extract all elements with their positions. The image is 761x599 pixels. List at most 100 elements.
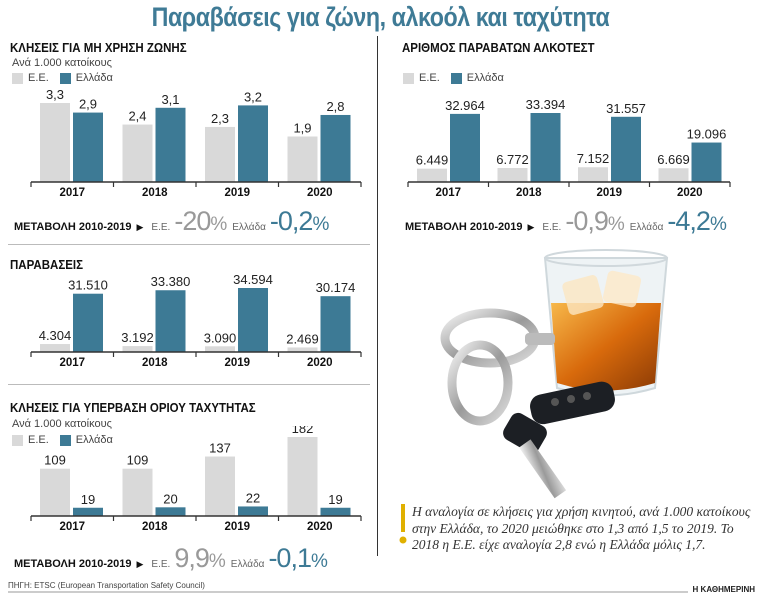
data-label: 2,8 <box>326 99 344 114</box>
chart-speeding: 109 19 2017 109 20 2018 137 22 2019 182 19 2020 <box>30 426 362 533</box>
x-tick-label: 2017 <box>435 187 461 199</box>
data-label: 3.192 <box>121 330 154 345</box>
section-divider <box>8 244 370 245</box>
bar-ee-2020 <box>287 437 318 516</box>
change-ee-label: Ε.Ε. <box>151 222 171 233</box>
bar-ee-2017 <box>40 344 70 352</box>
change-ee-value: 9,9% <box>174 543 225 573</box>
x-tick-label: 2017 <box>59 521 85 533</box>
change-greece-value: -0,1% <box>268 543 327 573</box>
bar-greece-2019 <box>611 116 641 182</box>
change-row: ΜΕΤΑΒΟΛΗ 2010-2019 ▶ Ε.Ε. 9,9% Ελλάδα -0,1% <box>14 543 333 574</box>
data-label: 2.469 <box>286 331 319 346</box>
change-ee-label: Ε.Ε. <box>542 222 562 233</box>
chart-title: ΚΛΗΣΕΙΣ ΓΙΑ ΥΠΕΡΒΑΣΗ ΟΡΙΟΥ ΤΑΧΥΤΗΤΑΣ <box>10 401 256 415</box>
bar-ee-2019 <box>578 167 608 182</box>
change-ee-label: Ε.Ε. <box>151 559 171 570</box>
x-tick-label: 2017 <box>59 187 85 199</box>
data-label: 6.669 <box>657 152 690 167</box>
x-tick-label: 2020 <box>307 187 333 199</box>
bar-ee-2017 <box>40 103 70 182</box>
bar-ee-2020 <box>287 136 318 182</box>
data-label: 109 <box>44 453 66 468</box>
legend-swatch-ee <box>12 434 23 446</box>
data-label: 6.772 <box>496 152 529 167</box>
legend-label-greece: Ελλάδα <box>75 434 113 446</box>
x-tick-label: 2018 <box>142 187 168 199</box>
triangle-right-icon: ▶ <box>136 222 144 232</box>
legend-swatch-greece <box>59 434 71 446</box>
car-key-icon <box>503 381 615 499</box>
bar-ee-2017 <box>40 468 70 516</box>
chart-alcotest: 6.449 32.964 2017 6.772 33.394 2018 7.152 31.55… <box>407 97 731 199</box>
data-label: 32.964 <box>445 98 485 113</box>
change-ee-value: -20% <box>174 206 227 236</box>
data-label: 33.394 <box>526 97 566 112</box>
section-divider <box>8 384 370 385</box>
triangle-right-icon: ▶ <box>136 559 144 569</box>
data-label: 3,3 <box>46 87 64 102</box>
bar-ee-2019 <box>205 346 235 352</box>
bar-ee-2018 <box>122 468 153 516</box>
change-ee-value: -0,9% <box>565 206 624 236</box>
x-tick-label: 2020 <box>307 357 333 369</box>
legend-label-greece: Ελλάδα <box>75 72 113 84</box>
legend-label-greece: Ελλάδα <box>466 72 504 84</box>
chart-subtitle: Ανά 1.000 κατοίκους <box>12 418 112 430</box>
x-tick-label: 2020 <box>677 187 703 199</box>
legend-label-ee: Ε.Ε. <box>419 72 440 84</box>
bar-ee-2018 <box>122 124 153 182</box>
change-greece-label: Ελλάδα <box>230 559 265 570</box>
data-label: 3,1 <box>161 92 179 107</box>
bar-greece-2018 <box>155 290 186 352</box>
source-text: ΠΗΓΗ: ETSC (European Transportation Safe… <box>8 581 205 590</box>
bar-ee-2020 <box>658 168 689 182</box>
data-label: 6.449 <box>416 153 449 168</box>
handcuffs-icon <box>440 308 555 426</box>
bar-greece-2019 <box>238 288 268 352</box>
change-greece-value: -4,2% <box>667 206 726 236</box>
legend-swatch-greece <box>59 72 71 84</box>
data-label: 19 <box>81 492 95 507</box>
x-tick-label: 2019 <box>224 357 250 369</box>
data-label: 31.510 <box>68 278 108 293</box>
data-label: 2,3 <box>211 111 229 126</box>
bar-ee-2017 <box>417 168 447 182</box>
bar-greece-2020 <box>320 114 351 182</box>
change-row: ΜΕΤΑΒΟΛΗ 2010-2019 ▶ Ε.Ε. -0,9% Ελλάδα -4,2… <box>405 206 732 237</box>
bar-greece-2019 <box>238 105 268 182</box>
change-greece-value: -0,2% <box>269 206 329 236</box>
change-row: ΜΕΤΑΒΟΛΗ 2010-2019 ▶ Ε.Ε. -20% Ελλάδα -0,2% <box>14 206 334 237</box>
bar-greece-2017 <box>450 113 480 182</box>
legend-swatch-ee <box>403 72 414 84</box>
chart-title: ΚΛΗΣΕΙΣ ΓΙΑ ΜΗ ΧΡΗΣΗ ΖΩΝΗΣ <box>10 41 187 55</box>
data-label: 7.152 <box>577 151 610 166</box>
data-label: 19.096 <box>687 127 727 142</box>
data-label: 19 <box>328 492 342 507</box>
change-label: ΜΕΤΑΒΟΛΗ 2010-2019 <box>14 558 132 570</box>
bar-ee-2019 <box>205 126 235 182</box>
data-label: 4.304 <box>39 328 72 343</box>
x-tick-label: 2019 <box>224 521 250 533</box>
change-label: ΜΕΤΑΒΟΛΗ 2010-2019 <box>405 221 523 233</box>
bar-ee-2018 <box>497 168 528 182</box>
bar-ee-2019 <box>205 456 235 516</box>
note-text: Η αναλογία σε κλήσεις για χρήση κινητού,… <box>412 504 751 552</box>
footer-line <box>8 591 688 593</box>
exclamation-icon <box>399 504 407 544</box>
chart-title: ΠΑΡΑΒΑΣΕΙΣ <box>10 258 84 272</box>
data-label: 2,4 <box>128 109 146 124</box>
vertical-divider <box>377 36 378 556</box>
bar-ee-2020 <box>287 347 318 352</box>
data-label: 1,9 <box>293 121 311 136</box>
change-greece-label: Ελλάδα <box>629 222 664 233</box>
data-label: 3.090 <box>204 330 237 345</box>
chart-legend: Ε.Ε. Ελλάδα <box>12 72 113 84</box>
legend-label-ee: Ε.Ε. <box>28 72 49 84</box>
legend-swatch-greece <box>450 72 462 84</box>
data-label: 22 <box>246 490 260 505</box>
x-tick-label: 2020 <box>307 521 333 533</box>
bar-greece-2018 <box>155 107 186 182</box>
x-tick-label: 2019 <box>224 187 250 199</box>
data-label: 20 <box>163 491 177 506</box>
